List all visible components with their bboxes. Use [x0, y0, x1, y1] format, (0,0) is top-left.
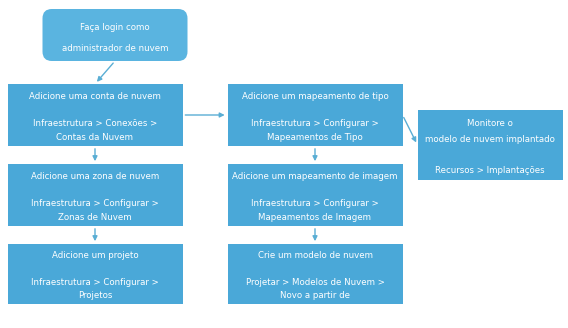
Text: Projetos: Projetos: [78, 292, 112, 300]
Bar: [228, 244, 403, 304]
Text: Zonas de Nuvem: Zonas de Nuvem: [58, 213, 132, 222]
Bar: [228, 84, 403, 146]
Text: Infraestrutura > Configurar >: Infraestrutura > Configurar >: [31, 199, 159, 209]
Text: Contas da Nuvem: Contas da Nuvem: [56, 133, 133, 142]
Text: Adicione um projeto: Adicione um projeto: [52, 252, 139, 260]
Text: Infraestrutura > Configurar >: Infraestrutura > Configurar >: [251, 199, 379, 209]
Text: Projetar > Modelos de Nuvem >: Projetar > Modelos de Nuvem >: [245, 278, 385, 287]
Text: Adicione um mapeamento de tipo: Adicione um mapeamento de tipo: [241, 92, 389, 101]
Text: modelo de nuvem implantado: modelo de nuvem implantado: [425, 135, 555, 144]
Text: Infraestrutura > Conexões >: Infraestrutura > Conexões >: [33, 119, 157, 129]
Text: Adicione uma zona de nuvem: Adicione uma zona de nuvem: [31, 172, 159, 181]
Text: Infraestrutura > Configurar >: Infraestrutura > Configurar >: [31, 278, 159, 287]
Bar: [7, 84, 182, 146]
Text: Adicione um mapeamento de imagem: Adicione um mapeamento de imagem: [232, 172, 398, 181]
Text: Infraestrutura > Configurar >: Infraestrutura > Configurar >: [251, 119, 379, 129]
Text: Mapeamentos de Imagem: Mapeamentos de Imagem: [258, 213, 371, 222]
FancyBboxPatch shape: [43, 9, 187, 61]
Bar: [7, 164, 182, 226]
Bar: [7, 244, 182, 304]
Text: Novo a partir de: Novo a partir de: [280, 292, 350, 300]
Bar: [417, 110, 562, 180]
Text: administrador de nuvem: administrador de nuvem: [62, 44, 168, 53]
Text: Faça login como: Faça login como: [80, 23, 150, 32]
Text: Monitore o: Monitore o: [467, 119, 513, 129]
Bar: [228, 164, 403, 226]
Text: Adicione uma conta de nuvem: Adicione uma conta de nuvem: [29, 92, 161, 101]
Text: Recursos > Implantações: Recursos > Implantações: [435, 166, 545, 175]
Text: Crie um modelo de nuvem: Crie um modelo de nuvem: [257, 252, 373, 260]
Text: Mapeamentos de Tipo: Mapeamentos de Tipo: [267, 133, 363, 142]
